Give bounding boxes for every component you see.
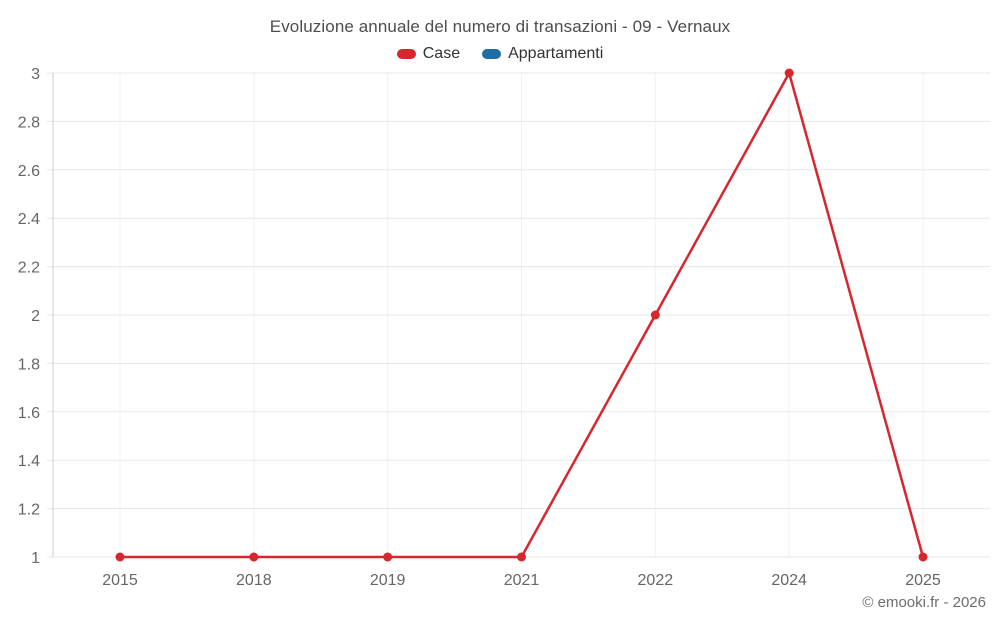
copyright-footer: © emooki.fr - 2026 xyxy=(862,594,986,611)
data-point-case-2021[interactable] xyxy=(517,552,526,562)
y-axis-tick-label: 2 xyxy=(31,308,40,325)
legend-item-case[interactable]: Case xyxy=(396,45,461,63)
x-axis-tick-label: 2024 xyxy=(771,572,807,589)
x-axis-tick-label: 2025 xyxy=(905,572,941,589)
legend-label-case: Case xyxy=(422,45,461,62)
y-axis-tick-label: 1 xyxy=(31,550,40,567)
y-axis-tick-label: 2.8 xyxy=(18,114,40,131)
data-point-case-2018[interactable] xyxy=(249,552,259,562)
legend: Case Appartamenti xyxy=(0,45,1000,63)
legend-item-appartamenti[interactable]: Appartamenti xyxy=(482,45,603,63)
x-axis-tick-label: 2019 xyxy=(370,572,406,589)
y-axis-tick-label: 2.4 xyxy=(18,211,40,228)
data-point-case-2019[interactable] xyxy=(383,552,393,562)
x-axis-tick-label: 2015 xyxy=(102,572,138,589)
y-axis-tick-label: 2.6 xyxy=(18,163,40,180)
y-axis-tick-label: 3 xyxy=(31,66,40,83)
x-axis-tick-label: 2018 xyxy=(236,572,272,589)
data-point-case-2015[interactable] xyxy=(115,552,125,562)
appartamenti-series-swatch-icon xyxy=(482,49,502,59)
y-axis-tick-label: 1.6 xyxy=(18,405,40,422)
x-axis-tick-label: 2021 xyxy=(504,572,540,589)
legend-label-appartamenti: Appartamenti xyxy=(508,45,604,62)
data-point-case-2022[interactable] xyxy=(650,310,660,320)
data-point-case-2024[interactable] xyxy=(784,68,794,78)
case-series-swatch-icon xyxy=(396,49,416,59)
y-axis-tick-label: 1.8 xyxy=(18,356,40,373)
y-axis-tick-label: 2.2 xyxy=(18,260,40,277)
y-axis-tick-label: 1.4 xyxy=(18,453,40,470)
chart-title: Evoluzione annuale del numero di transaz… xyxy=(269,17,731,36)
data-point-case-2025[interactable] xyxy=(918,552,928,562)
y-axis-tick-label: 1.2 xyxy=(18,502,40,519)
x-axis-tick-label: 2022 xyxy=(638,572,674,589)
